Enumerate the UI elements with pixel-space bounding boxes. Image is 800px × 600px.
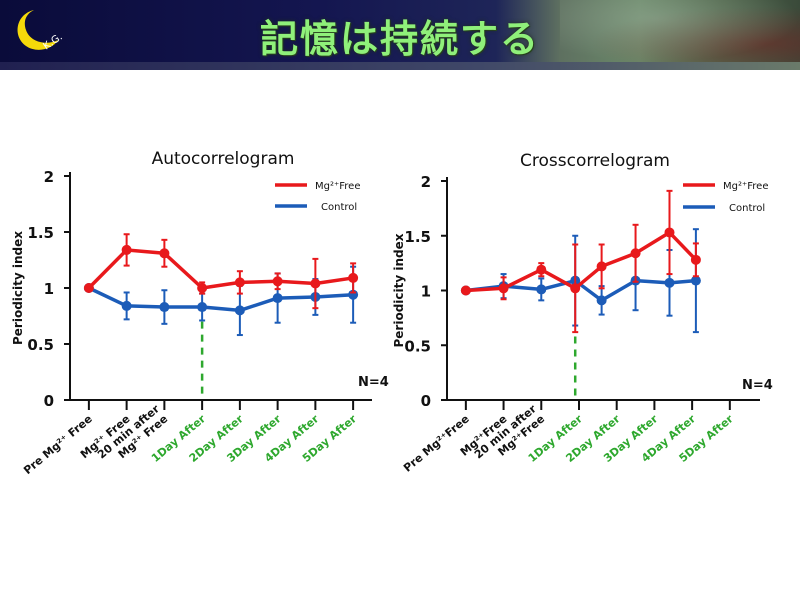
y-tick-label: 0: [44, 392, 54, 410]
legend-label: Control: [729, 203, 765, 214]
x-tick-label: Pre Mg²⁺ Free: [21, 412, 95, 477]
series-line: [87, 248, 354, 290]
y-tick-label: 0: [421, 392, 431, 410]
series-mg_free: [83, 233, 359, 310]
y-tick-label: 1.5: [27, 224, 54, 242]
moon-logo: K.G.: [17, 10, 65, 52]
chart-title: Autocorrelogram: [152, 149, 295, 169]
y-tick-label: 1.5: [404, 228, 431, 246]
data-point: [272, 276, 283, 287]
series-line: [88, 286, 354, 313]
data-point: [498, 283, 509, 294]
data-point: [234, 277, 245, 288]
y-axis-label: Periodicity index: [392, 233, 406, 347]
data-point: [664, 277, 675, 288]
y-tick-label: 0.5: [404, 337, 431, 355]
sample-size-label: N=4: [742, 378, 773, 393]
data-point: [121, 300, 132, 311]
data-point: [630, 248, 641, 259]
legend: Mg²⁺Free Control: [683, 181, 768, 214]
series-mg_free: [460, 189, 701, 334]
data-point: [664, 227, 675, 238]
data-point: [596, 261, 607, 272]
x-tick-label-line: Pre Mg²⁺Free: [401, 412, 472, 474]
legend-label: Control: [321, 202, 357, 213]
data-point: [460, 285, 471, 296]
series-control: [83, 265, 359, 337]
slide-title: 記憶は持続する: [259, 17, 540, 61]
series-control: [460, 228, 701, 334]
legend-label: Mg²⁺Free: [723, 181, 768, 192]
x-tick-label-line: Pre Mg²⁺ Free: [21, 412, 95, 477]
y-tick-label: 1: [44, 280, 54, 298]
data-point: [310, 278, 321, 289]
data-point: [272, 293, 283, 304]
data-point: [159, 248, 170, 259]
legend-label: Mg²⁺Free: [315, 181, 360, 192]
charts-area: Autocorrelogram 0 0.5 1 1.5 2 Periodicity inde…: [11, 149, 773, 477]
y-tick-label: 2: [421, 173, 431, 191]
y-tick-label: 2: [44, 168, 54, 186]
data-point: [536, 284, 547, 295]
data-point: [197, 283, 208, 293]
chart-autocorrelogram: Autocorrelogram 0 0.5 1 1.5 2 Periodicity inde…: [11, 149, 389, 477]
x-tick-label: Pre Mg²⁺Free: [401, 412, 472, 474]
y-tick-label: 1: [421, 283, 431, 301]
header-background-texture: [560, 0, 800, 62]
data-point: [570, 283, 581, 294]
data-point: [348, 272, 359, 283]
header-band: [0, 62, 800, 70]
slide-header: K.G. 記憶は持続する: [0, 0, 800, 70]
data-point: [536, 264, 547, 275]
data-point: [234, 305, 245, 316]
sample-size-label: N=4: [358, 375, 389, 390]
data-point: [159, 302, 170, 313]
data-point: [690, 254, 701, 265]
moon-icon: [17, 10, 58, 50]
chart-title: Crosscorrelogram: [520, 151, 670, 171]
data-point: [197, 302, 208, 313]
series-line: [465, 230, 698, 293]
chart-crosscorrelogram: Crosscorrelogram 0 0.5 1 1.5 2 Periodicity ind…: [392, 151, 773, 475]
data-point: [83, 283, 94, 293]
data-point: [596, 295, 607, 306]
y-tick-label: 0.5: [27, 336, 54, 354]
data-point: [121, 244, 132, 255]
data-point: [690, 275, 701, 286]
y-axis-label: Periodicity index: [11, 231, 25, 345]
legend: Mg²⁺Free Control: [275, 181, 360, 213]
